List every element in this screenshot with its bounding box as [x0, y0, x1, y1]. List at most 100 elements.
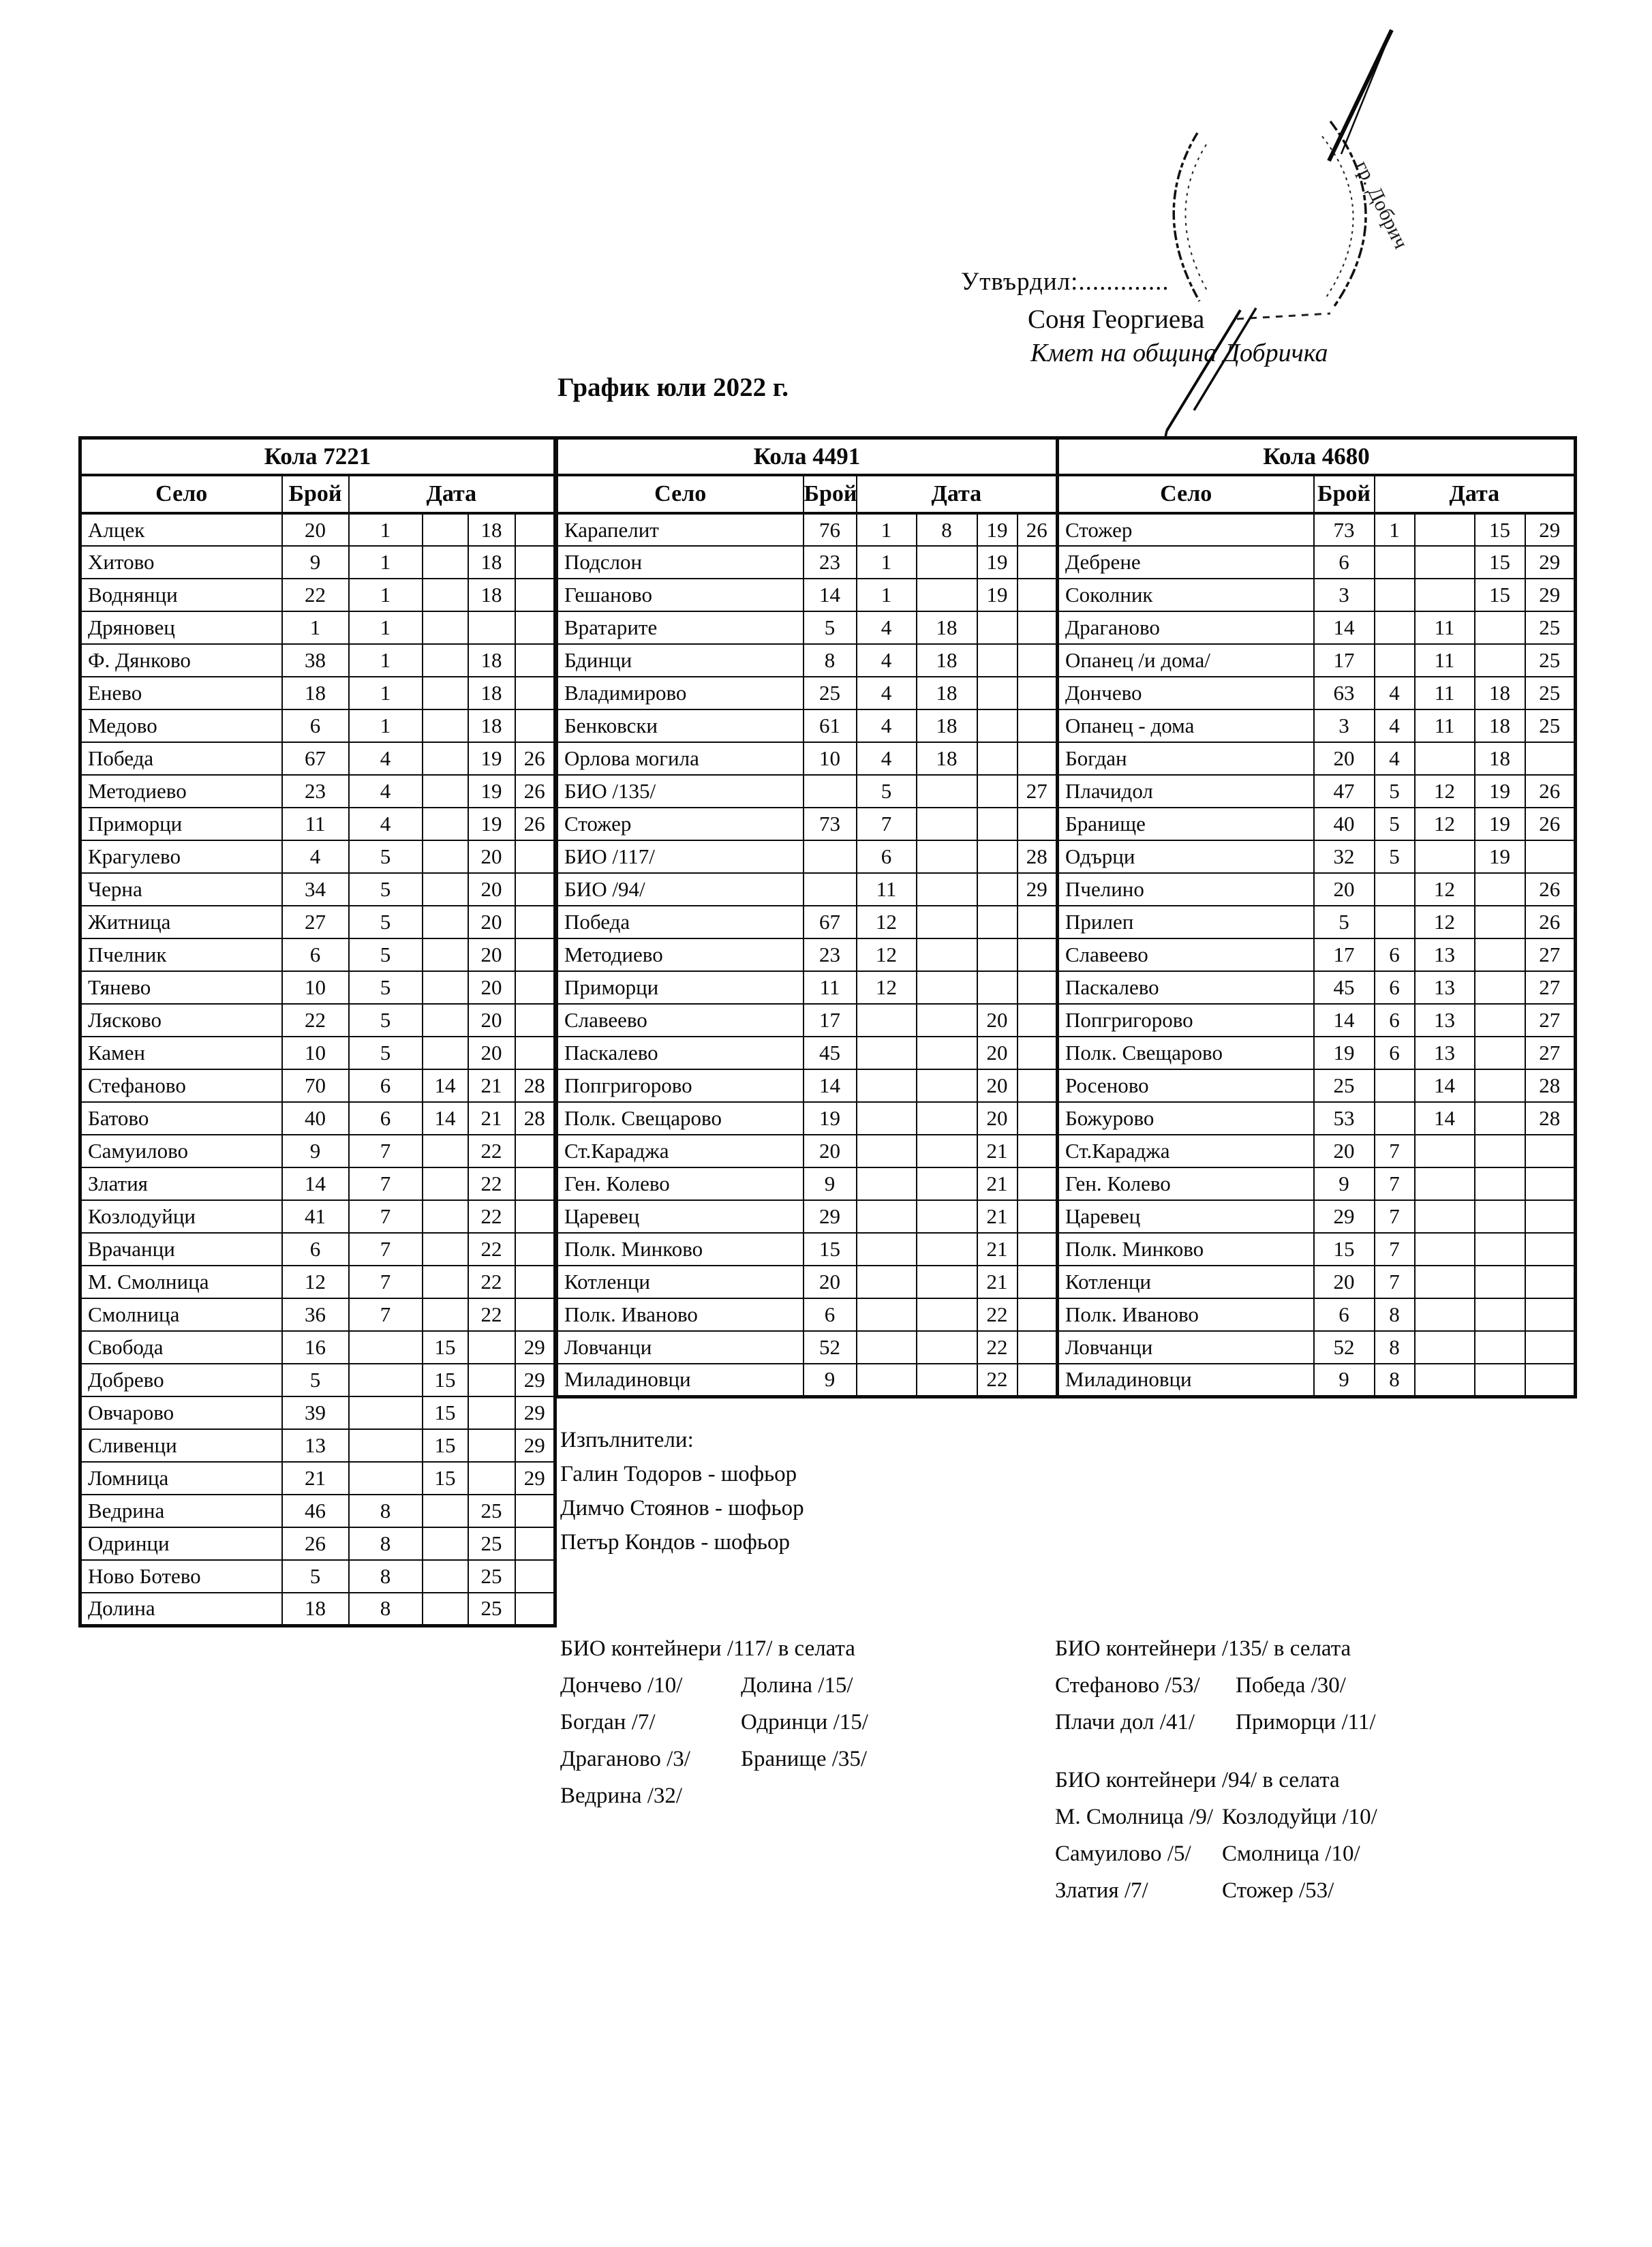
date-cell [421, 643, 469, 677]
table-row: Пчелник 6 5 20 [79, 938, 556, 972]
date-cell [348, 1428, 423, 1463]
date-cell [1473, 1298, 1526, 1332]
date-cell: 5 [855, 774, 917, 808]
count-cell: 14 [802, 1069, 857, 1103]
date-cell: 20 [467, 905, 516, 939]
count-cell [802, 872, 857, 906]
date-cell: 22 [467, 1298, 516, 1332]
col-header-count: Брой [281, 474, 350, 515]
date-cell [1524, 742, 1576, 776]
date-cell: 22 [976, 1298, 1018, 1332]
count-cell: 6 [1313, 1298, 1375, 1332]
approver-title: Кмет на община Добричка [1030, 339, 1328, 367]
col-header-village: Село [555, 474, 804, 515]
date-cell: 8 [1373, 1298, 1416, 1332]
village-cell: Бенковски [555, 709, 804, 743]
date-cell [1473, 938, 1526, 972]
village-cell: Козлодуйци [79, 1199, 283, 1234]
count-cell: 10 [281, 970, 350, 1005]
date-cell [421, 1003, 469, 1037]
count-cell: 9 [802, 1167, 857, 1201]
date-cell [514, 611, 556, 645]
date-cell [1413, 1232, 1475, 1266]
date-cell: 18 [1473, 709, 1526, 743]
date-cell [915, 1199, 978, 1234]
table-row: Черна 34 5 20 [79, 872, 556, 906]
date-cell: 14 [1413, 1101, 1475, 1135]
stamp-city-text: гр. Добрич [1351, 157, 1413, 253]
table-row: Ст.Караджа 20 21 [555, 1134, 1058, 1168]
table-row: Овчарово 39 15 29 [79, 1396, 556, 1430]
date-cell [421, 1134, 469, 1168]
date-cell [421, 1199, 469, 1234]
date-cell [1373, 1101, 1416, 1135]
count-cell: 20 [1313, 1265, 1375, 1299]
date-cell: 7 [348, 1265, 423, 1299]
table-row: Полк. Свещарово 19 20 [555, 1101, 1058, 1135]
count-cell: 14 [802, 578, 857, 612]
date-cell: 4 [348, 742, 423, 776]
date-cell: 27 [1524, 970, 1576, 1005]
date-cell: 28 [514, 1069, 556, 1103]
village-cell: Царевец [555, 1199, 804, 1234]
date-cell [514, 1494, 556, 1528]
table-row: Драганово 14 11 25 [1056, 611, 1576, 645]
table-row: Ловчанци 52 22 [555, 1330, 1058, 1364]
count-cell: 73 [802, 807, 857, 841]
date-cell: 29 [1524, 513, 1576, 547]
count-cell: 36 [281, 1298, 350, 1332]
village-cell: Котленци [555, 1265, 804, 1299]
date-cell [976, 840, 1018, 874]
count-cell: 29 [802, 1199, 857, 1234]
table-row: Лясково 22 5 20 [79, 1003, 556, 1037]
village-cell: Методиево [79, 774, 283, 808]
village-cell: Опанец /и дома/ [1056, 643, 1315, 677]
date-cell: 5 [1373, 807, 1416, 841]
date-cell: 13 [1413, 970, 1475, 1005]
table-row: Славеево 17 20 [555, 1003, 1058, 1037]
date-cell: 11 [1413, 676, 1475, 710]
count-cell: 3 [1313, 578, 1375, 612]
date-cell: 25 [467, 1527, 516, 1561]
date-cell: 21 [467, 1101, 516, 1135]
date-cell [421, 1559, 469, 1593]
table-row: Воднянци 22 1 18 [79, 578, 556, 612]
table-row: Енево 18 1 18 [79, 676, 556, 710]
list-item: Златия /7/ [1055, 1878, 1148, 1903]
date-cell: 6 [1373, 938, 1416, 972]
date-cell: 19 [1473, 774, 1526, 808]
count-cell: 5 [802, 611, 857, 645]
village-cell: Славеево [555, 1003, 804, 1037]
count-cell: 45 [802, 1036, 857, 1070]
table-row: Камен 10 5 20 [79, 1036, 556, 1070]
pen-stroke-check-thin [1340, 29, 1393, 155]
date-cell [1373, 905, 1416, 939]
village-cell: Добрево [79, 1363, 283, 1397]
count-cell: 6 [281, 938, 350, 972]
list-item: Самуилово /5/ [1055, 1841, 1191, 1866]
date-cell [348, 1461, 423, 1495]
date-cell: 26 [1524, 774, 1576, 808]
table-row: Котленци 20 7 [1056, 1265, 1576, 1299]
date-cell: 1 [348, 643, 423, 677]
count-cell: 73 [1313, 513, 1375, 547]
count-cell: 5 [1313, 905, 1375, 939]
table-row: Приморци 11 12 [555, 970, 1058, 1005]
count-cell: 21 [281, 1461, 350, 1495]
village-cell: Златия [79, 1167, 283, 1201]
date-cell [1016, 1134, 1058, 1168]
date-cell [514, 1232, 556, 1266]
date-cell: 29 [1524, 545, 1576, 579]
table-row: Дебрене 6 15 29 [1056, 545, 1576, 579]
date-cell [1016, 1167, 1058, 1201]
date-cell: 14 [421, 1069, 469, 1103]
list-item: Петър Кондов - шофьор [560, 1530, 790, 1555]
date-cell: 22 [976, 1363, 1018, 1397]
village-cell: Батово [79, 1101, 283, 1135]
date-cell [421, 872, 469, 906]
date-cell [1473, 1134, 1526, 1168]
date-cell [421, 774, 469, 808]
date-cell: 5 [348, 1036, 423, 1070]
date-cell: 22 [467, 1199, 516, 1234]
date-cell [1373, 1069, 1416, 1103]
